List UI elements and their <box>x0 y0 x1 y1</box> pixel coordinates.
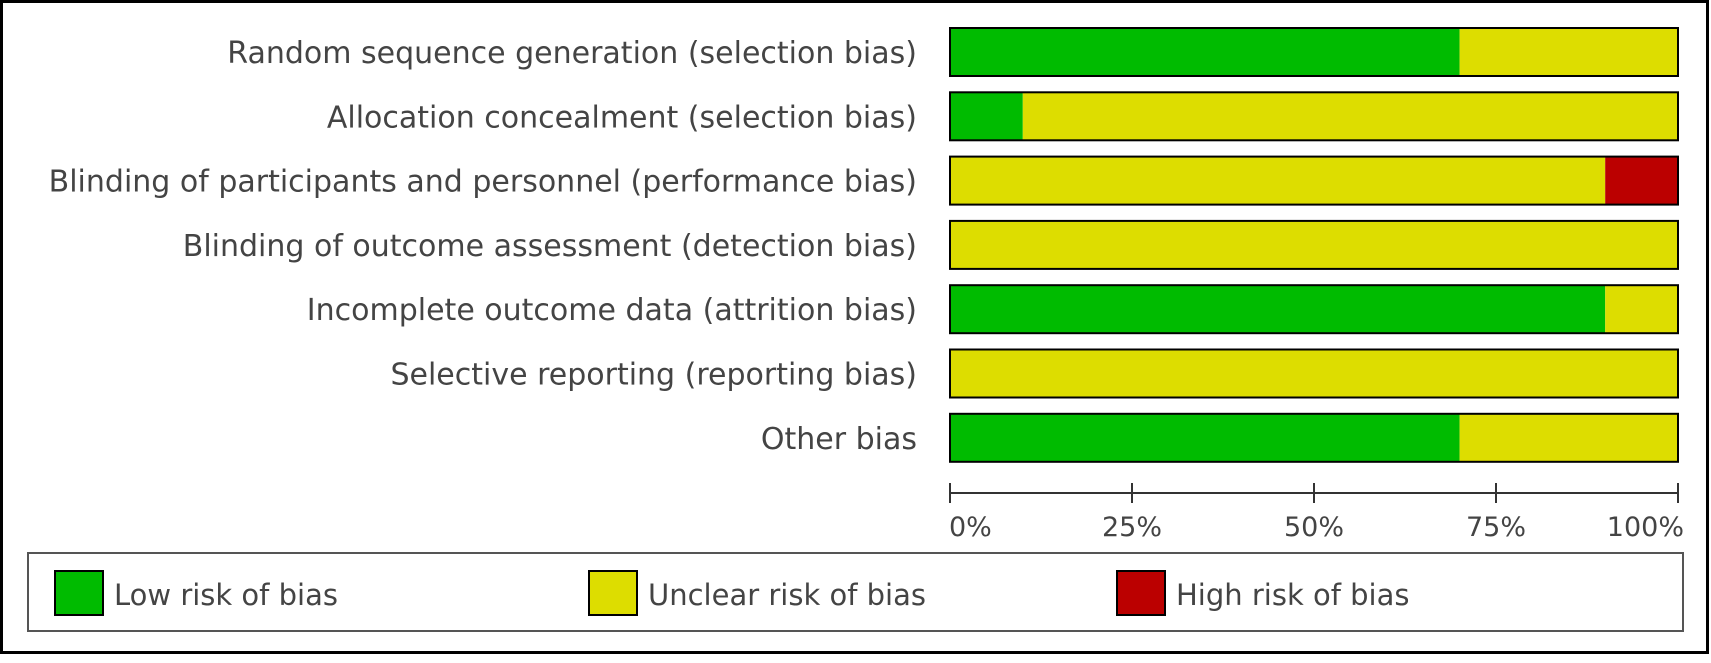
x-tick-label-0: 0% <box>949 512 992 543</box>
legend: Low risk of bias Unclear risk of bias High… <box>27 552 1684 632</box>
bar-segment-low-risk-of-bias-other-bias <box>950 413 1460 462</box>
legend-swatch-high-risk-of-bias <box>1116 570 1166 616</box>
category-label-other-bias: Other bias <box>761 422 917 457</box>
bar-segment-unclear-risk-of-bias-selective-reporting-reporting-bias <box>950 349 1678 398</box>
category-labels: Random sequence generation (selection bi… <box>49 36 917 457</box>
bar-segment-high-risk-of-bias-blinding-of-participants-and-personnel-performance-bias <box>1605 156 1678 205</box>
legend-label-unclear-risk-of-bias: Unclear risk of bias <box>648 578 926 612</box>
x-tick-label-75: 75% <box>1466 512 1526 543</box>
x-tick-label-50: 50% <box>1284 512 1344 543</box>
bar-segment-low-risk-of-bias-random-sequence-generation-selection-bias <box>950 28 1460 76</box>
bars <box>949 27 1679 463</box>
bar-outline-blinding-of-outcome-assessment-detection-bias <box>949 219 1679 270</box>
bar-outline-incomplete-outcome-data-attrition-bias <box>949 284 1679 335</box>
bar-segment-unclear-risk-of-bias-allocation-concealment-selection-bias <box>1022 92 1678 141</box>
legend-label-high-risk-of-bias: High risk of bias <box>1176 578 1410 612</box>
category-label-incomplete-outcome-data-attrition-bias: Incomplete outcome data (attrition bias) <box>307 293 917 328</box>
bar-segment-unclear-risk-of-bias-other-bias <box>1459 413 1678 462</box>
bar-outline-blinding-of-participants-and-personnel-performance-bias <box>949 155 1679 206</box>
x-tick-label-25: 25% <box>1102 512 1162 543</box>
bar-segment-unclear-risk-of-bias-blinding-of-participants-and-personnel-performance-bias <box>950 156 1606 205</box>
x-axis: 0% 25% 50% 75% 100% <box>949 483 1684 543</box>
bar-outline-random-sequence-generation-selection-bias <box>949 27 1679 77</box>
legend-swatch-unclear-risk-of-bias <box>588 570 638 616</box>
bar-outline-allocation-concealment-selection-bias <box>949 91 1679 142</box>
category-label-allocation-concealment-selection-bias: Allocation concealment (selection bias) <box>327 100 917 135</box>
bar-segment-unclear-risk-of-bias-incomplete-outcome-data-attrition-bias <box>1605 285 1678 334</box>
category-label-selective-reporting-reporting-bias: Selective reporting (reporting bias) <box>390 358 917 393</box>
legend-label-low-risk-of-bias: Low risk of bias <box>114 578 338 612</box>
category-label-blinding-of-outcome-assessment-detection-bias: Blinding of outcome assessment (detectio… <box>183 229 917 264</box>
bar-segment-unclear-risk-of-bias-blinding-of-outcome-assessment-detection-bias <box>950 220 1678 269</box>
bar-segment-unclear-risk-of-bias-random-sequence-generation-selection-bias <box>1459 28 1678 76</box>
bar-outline-selective-reporting-reporting-bias <box>949 348 1679 399</box>
bar-outline-other-bias <box>949 412 1679 463</box>
legend-box <box>27 552 1684 632</box>
category-label-random-sequence-generation-selection-bias: Random sequence generation (selection bi… <box>227 36 917 71</box>
x-tick-label-100: 100% <box>1607 512 1684 543</box>
bar-segment-low-risk-of-bias-incomplete-outcome-data-attrition-bias <box>950 285 1606 334</box>
bar-segment-low-risk-of-bias-allocation-concealment-selection-bias <box>950 92 1023 141</box>
category-label-blinding-of-participants-and-personnel-performance-bias: Blinding of participants and personnel (… <box>49 165 917 200</box>
legend-swatch-low-risk-of-bias <box>54 570 104 616</box>
